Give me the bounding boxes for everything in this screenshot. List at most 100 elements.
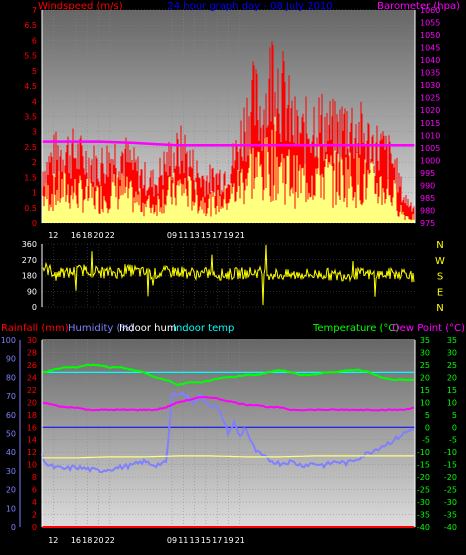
compass-label: S (437, 272, 443, 283)
dewpoint-line (41, 395, 415, 412)
barometer-tick-label: 975 (420, 219, 435, 228)
temp-x-tick-label: 19 (223, 536, 233, 545)
barometer-tick-label: 995 (420, 169, 435, 178)
compass-label: N (436, 303, 443, 314)
barometer-tick-label: 1015 (420, 119, 440, 128)
wind-tick-label: 4.5 (24, 82, 37, 91)
wind-tick-label: 1.5 (24, 173, 37, 182)
wind-x-tick-label: 12 (48, 231, 58, 240)
temp-tick-label: -30 (417, 498, 430, 507)
humidity-line (41, 391, 415, 474)
barometer-tick-label: 1040 (420, 56, 440, 65)
barometer-tick-label: 980 (420, 206, 435, 215)
wind-x-tick-label: 16 (71, 231, 81, 240)
dewpoint-tick-label: 25 (447, 361, 457, 370)
wind-x-tick-label: 11 (178, 231, 188, 240)
humidity-tick-label: 70 (6, 392, 16, 401)
temp-x-tick-label: 21 (235, 536, 245, 545)
temp-tick-label: 30 (420, 348, 430, 357)
temp-tick-label: -40 (417, 523, 430, 532)
dewpoint-tick-label: -10 (444, 448, 457, 457)
wind-tick-label: 5 (32, 67, 37, 76)
rain-tick-label: 28 (27, 348, 37, 357)
dewpoint-tick-label: 0 (452, 423, 457, 432)
wind-tick-label: 4 (32, 97, 37, 106)
wind-tick-label: 3 (32, 128, 37, 137)
indoor-hum-label: Indoor hum (119, 323, 177, 334)
wind-axis-label: Windspeed (m/s) (38, 1, 123, 12)
dewpoint-tick-label: -20 (444, 473, 457, 482)
rain-tick-label: 2 (32, 511, 37, 520)
indoor-humidity-line (42, 455, 414, 459)
rain-tick-label: 16 (27, 423, 37, 432)
temp-x-tick-label: 11 (178, 536, 188, 545)
rain-tick-label: 24 (27, 373, 37, 382)
humidity-tick-label: 0 (11, 523, 16, 532)
wind-tick-label: 2 (32, 158, 37, 167)
rain-axis-label: Rainfall (mm) (1, 323, 69, 334)
dewpoint-tick-label: 10 (447, 398, 457, 407)
wind-x-tick-label: 20 (93, 231, 103, 240)
temperature-line (41, 363, 415, 387)
wind-x-tick-label: 09 (167, 231, 177, 240)
temp-x-tick-label: 17 (212, 536, 222, 545)
dewpoint-tick-label: -5 (449, 436, 457, 445)
barometer-line (42, 140, 415, 147)
temp-tick-label: 35 (420, 336, 430, 345)
barometer-tick-label: 1060 (420, 6, 440, 15)
barometer-tick-label: 1005 (420, 144, 440, 153)
temp-tick-label: 15 (420, 386, 430, 395)
dewpoint-axis-label: Dew Point (°C) (392, 323, 465, 334)
dewpoint-tick-label: -40 (444, 523, 457, 532)
dewpoint-tick-label: -15 (444, 461, 457, 470)
wind-tick-label: 6 (32, 36, 37, 45)
wind-tick-label: 5.5 (24, 52, 37, 61)
barometer-tick-label: 1000 (420, 156, 440, 165)
humidity-axis-label: Humidity (%) (68, 323, 134, 334)
direction-tick-label: 0 (32, 303, 37, 312)
temp-x-tick-label: 22 (105, 536, 115, 545)
humidity-tick-label: 80 (6, 373, 16, 382)
dewpoint-tick-label: 5 (452, 411, 457, 420)
wind-tick-label: 3.5 (24, 113, 37, 122)
temp-x-tick-label: 13 (189, 536, 199, 545)
wind-x-tick-label: 19 (223, 231, 233, 240)
barometer-tick-label: 1030 (420, 81, 440, 90)
temp-tick-label: -5 (422, 436, 430, 445)
direction-tick-label: 90 (27, 287, 37, 296)
rain-tick-label: 26 (27, 361, 37, 370)
rain-tick-label: 30 (27, 336, 37, 345)
humidity-tick-label: 90 (6, 355, 16, 364)
temp-tick-label: -35 (417, 511, 430, 520)
direction-tick-label: 180 (22, 272, 37, 281)
wind-x-tick-label: 21 (235, 231, 245, 240)
dewpoint-tick-label: 20 (447, 373, 457, 382)
graph-title: 24 hour graph day - 08 July 2010 (167, 1, 332, 12)
compass-label: W (435, 256, 445, 267)
rain-tick-label: 6 (32, 486, 37, 495)
temp-tick-label: 5 (425, 411, 430, 420)
humidity-tick-label: 50 (6, 430, 16, 439)
wind-tick-label: 6.5 (24, 21, 37, 30)
temp-tick-label: -15 (417, 461, 430, 470)
wind-tick-label: 0 (32, 219, 37, 228)
temp-tick-label: 20 (420, 373, 430, 382)
rain-tick-label: 8 (32, 473, 37, 482)
humidity-tick-label: 60 (6, 411, 16, 420)
wind-tick-label: 1 (32, 189, 37, 198)
humidity-tick-label: 20 (6, 486, 16, 495)
barometer-axis-label: Barometer (hpa) (377, 1, 460, 12)
barometer-tick-label: 1035 (420, 69, 440, 78)
temp-tick-label: 0 (425, 423, 430, 432)
temp-tick-label: -25 (417, 486, 430, 495)
wind-tick-label: 2.5 (24, 143, 37, 152)
temp-x-tick-label: 16 (71, 536, 81, 545)
rain-tick-label: 22 (27, 386, 37, 395)
humidity-tick-label: 30 (6, 467, 16, 476)
barometer-tick-label: 1020 (420, 106, 440, 115)
wind-x-tick-label: 17 (212, 231, 222, 240)
wind-tick-label: 7 (32, 6, 37, 15)
dewpoint-tick-label: -35 (444, 511, 457, 520)
rain-tick-label: 14 (27, 436, 37, 445)
wind-tick-label: 0.5 (24, 204, 37, 213)
